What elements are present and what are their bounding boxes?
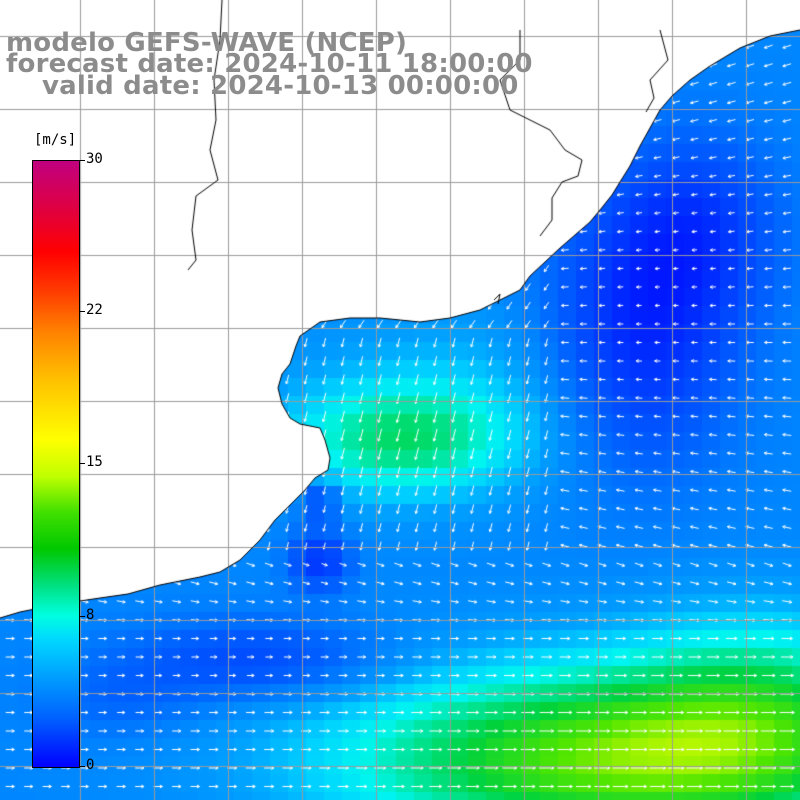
title-valid-date: valid date: 2024-10-13 00:00:00 bbox=[42, 71, 519, 101]
title-forecast-date: forecast date: 2024-10-11 18:00:00 bbox=[6, 49, 533, 79]
colorbar-tick-mark bbox=[79, 160, 85, 161]
colorbar-unit: [m/s] bbox=[34, 132, 77, 148]
title-model: modelo GEFS-WAVE (NCEP) bbox=[6, 28, 408, 58]
colorbar-tick-mark bbox=[79, 463, 85, 464]
colorbar-tick-label: 30 bbox=[86, 151, 103, 167]
colorbar-tick-label: 0 bbox=[86, 757, 95, 773]
colorbar-tick-label: 8 bbox=[86, 607, 95, 623]
colorbar-tick-mark bbox=[79, 311, 85, 312]
colorbar-tick-label: 22 bbox=[86, 302, 103, 318]
colorbar-tick-label: 15 bbox=[86, 454, 103, 470]
colorbar-tick-mark bbox=[79, 766, 85, 767]
colorbar bbox=[32, 160, 80, 768]
colorbar-tick-mark bbox=[79, 616, 85, 617]
